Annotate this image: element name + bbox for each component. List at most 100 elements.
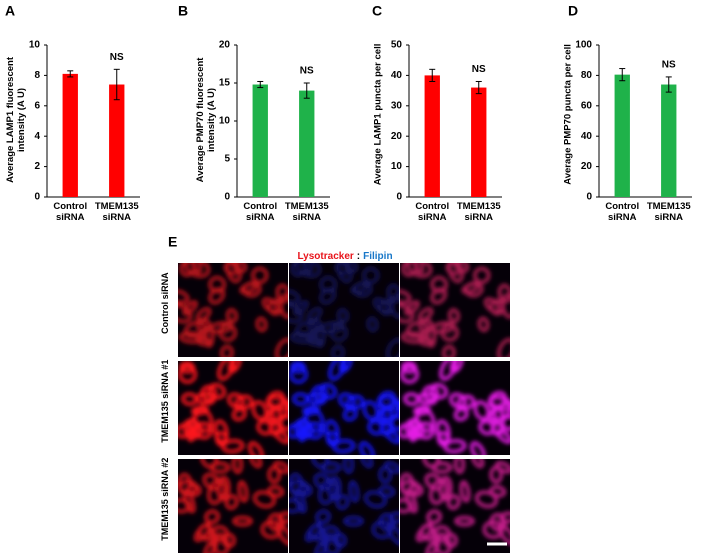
cell [422,385,440,402]
cell [211,532,230,553]
y-tick-label: 2 [34,161,40,172]
cell [473,400,490,421]
cell [277,511,288,524]
cell [362,400,379,421]
cell [446,494,461,510]
cell [275,283,288,304]
bar [614,74,630,197]
cell [496,522,510,546]
cell [489,395,510,411]
cell [343,515,364,527]
cell [473,266,491,284]
cell [186,483,202,497]
cell [408,483,424,497]
cell [293,418,314,440]
cell [330,344,345,357]
bar [424,75,440,197]
y-tick-label: 10 [391,161,403,172]
bar [661,84,677,197]
cell [433,525,451,542]
cell [400,498,414,514]
cell [224,494,239,510]
cell [384,461,399,474]
cell [193,522,212,542]
x-tick-label: TMEM135 siRNA [284,201,329,223]
cell [412,263,425,274]
cell [223,263,241,276]
row-label: TMEM135 siRNA #2 [159,457,170,541]
cell [417,335,434,347]
cell [429,383,448,400]
cell [273,461,288,474]
cell [231,459,243,474]
legend-red: Lysotracker [297,251,353,262]
cell [431,461,453,474]
cell [279,293,288,319]
y-tick-label: 20 [391,131,403,142]
cell [297,416,309,443]
y-tick-label: 60 [581,100,593,111]
cell [332,439,356,454]
cell [453,407,469,422]
cell [386,283,399,304]
cell [453,459,465,474]
bar [299,90,315,197]
cells [289,361,399,455]
cell [441,344,456,357]
cell [209,461,231,474]
cell [294,320,318,339]
cell [359,441,375,455]
cell [301,263,314,274]
cell [405,320,429,339]
cell [319,275,337,294]
cell [211,525,229,542]
cell [436,431,451,447]
cell [400,472,414,494]
cell [290,263,308,277]
cell [403,392,420,406]
cell [438,475,453,501]
cell [334,263,352,276]
cell [293,300,309,316]
cell [367,419,385,436]
cell [386,337,399,357]
cell [495,429,510,444]
cells [289,459,399,553]
y-tick-label: 4 [34,131,40,142]
x-tick-label: Control siRNA [605,201,640,223]
panel-label: A [5,3,15,19]
cell [499,511,510,524]
cell [406,263,433,278]
cell [178,472,192,494]
cell [304,522,323,542]
cell [251,266,269,284]
y-axis-label: Average PMP70 puncta per cell [562,44,574,185]
cell [237,480,249,503]
cell [478,419,496,436]
micrograph [178,361,288,455]
cell [390,293,399,319]
x-tick-label: Control siRNA [243,201,278,223]
y-tick-label: 40 [581,131,593,142]
cell [231,407,247,422]
panel-label: E [168,234,177,250]
y-tick-label: 8 [34,70,40,81]
cell [225,308,238,324]
cell [477,316,490,333]
cell [445,263,463,276]
cell [306,335,323,347]
y-tick-label: 50 [391,40,403,51]
y-axis-label: Average LAMP1 fluorescent intensity (A U… [5,57,27,183]
cell [289,303,304,324]
y-tick-label: 0 [586,192,592,203]
cell [218,323,237,342]
panel-label: B [178,3,188,19]
cell [390,414,399,431]
cell [449,361,464,374]
cell [239,282,258,295]
cell [182,300,198,316]
y-tick-label: 10 [29,40,41,51]
cell [267,485,285,498]
annotation: NS [472,64,486,75]
